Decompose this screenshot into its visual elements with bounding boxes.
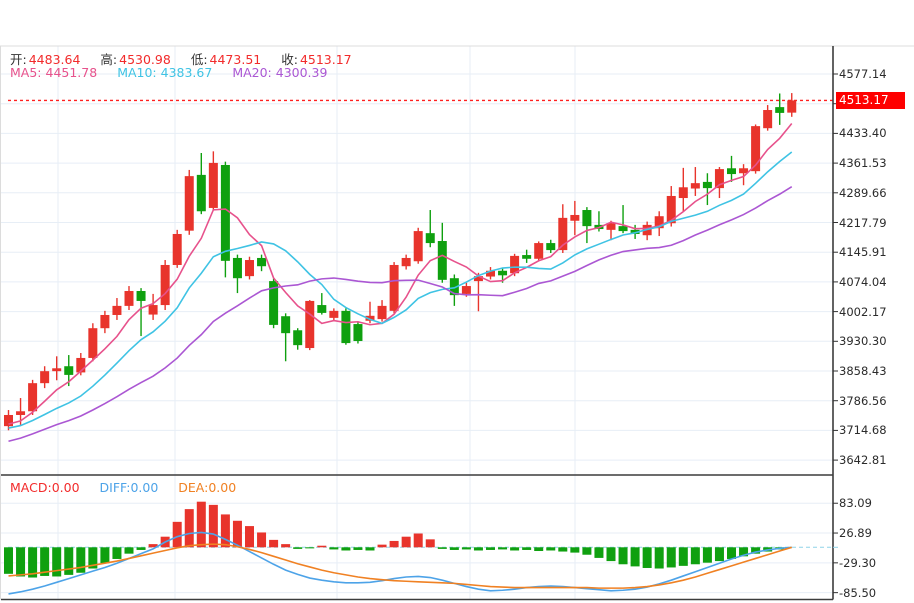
macd-label: MACD: [10, 480, 52, 495]
price-axis-label: 3930.30 [839, 334, 887, 349]
dea-value: 0.00 [208, 480, 237, 495]
macd-value: 0.00 [51, 480, 80, 495]
macd-axis-label: -29.30 [839, 555, 877, 570]
low-label: 低: [190, 52, 208, 67]
dea-label: DEA: [178, 480, 209, 495]
macd-axis-label: 83.09 [839, 496, 872, 511]
ma5-value: 4451.78 [45, 65, 98, 80]
price-axis-label: 3858.43 [839, 364, 887, 378]
price-axis-label: 3642.81 [839, 453, 887, 468]
current-price-badge: 4513.17 [836, 92, 905, 110]
close-label: 收: [281, 52, 298, 67]
high-value: 4530.98 [119, 52, 171, 67]
price-axis-label: 4145.91 [839, 245, 887, 260]
high-label: 高: [100, 52, 118, 67]
ma10-value: 4383.67 [160, 65, 213, 80]
open-value: 4483.64 [28, 52, 81, 67]
diff-value: 0.00 [130, 480, 159, 495]
price-axis-label: 4289.66 [839, 185, 887, 200]
macd-axis-label: 26.89 [839, 526, 872, 541]
ohlc-readout: 开: 4483.64 高: 4530.98 低: 4473.51 收: 4513.17 [10, 49, 368, 68]
ma20-label: MA20: [232, 65, 272, 80]
open-label: 开: [10, 52, 27, 67]
close-value: 4513.17 [299, 52, 352, 67]
macd-readout: MACD:0.00 DIFF:0.00 DEA:0.00 [10, 480, 252, 495]
price-axis-label: 4433.40 [839, 126, 887, 141]
price-axis-label: 4002.17 [839, 304, 887, 319]
ma5-label: MA5: [10, 65, 42, 80]
price-axis-label: 4577.14 [839, 67, 887, 81]
price-axis-label: 3786.56 [839, 393, 887, 408]
price-axis-label: 4361.53 [839, 156, 887, 171]
ma-readout: MA5: 4451.78 MA10: 4383.67 MA20: 4300.39 [10, 65, 343, 80]
price-axis-label: 4074.04 [839, 274, 887, 289]
ma10-label: MA10: [117, 65, 157, 80]
price-axis-label: 4217.79 [839, 215, 887, 230]
low-value: 4473.51 [209, 52, 262, 67]
ma20-value: 4300.39 [275, 65, 328, 80]
diff-label: DIFF: [99, 480, 131, 495]
macd-axis-label: -85.50 [839, 585, 877, 600]
price-axis-label: 3714.68 [839, 423, 887, 438]
